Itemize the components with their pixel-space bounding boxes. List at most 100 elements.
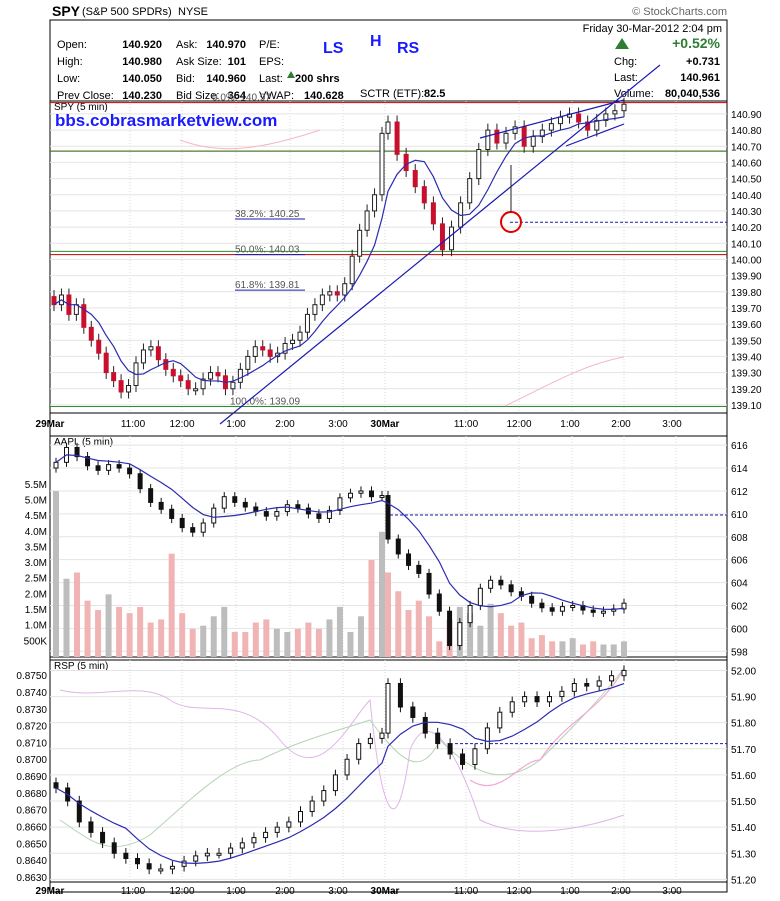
volume-bar bbox=[508, 625, 515, 657]
candle bbox=[379, 495, 385, 499]
x-tick-label: 30Mar bbox=[371, 419, 400, 430]
candle bbox=[609, 675, 615, 682]
quote-value: 140.970 bbox=[206, 39, 246, 51]
candle bbox=[603, 113, 609, 121]
candle bbox=[181, 860, 187, 867]
quote-label: P/E: bbox=[259, 39, 280, 51]
volume-bar bbox=[436, 641, 443, 657]
candle bbox=[312, 304, 318, 315]
candle bbox=[485, 129, 491, 150]
candle bbox=[53, 461, 59, 469]
candle bbox=[170, 368, 176, 377]
y-tick-label: 140.40 bbox=[731, 191, 762, 202]
quote-label: Low: bbox=[57, 73, 80, 85]
candle bbox=[364, 210, 370, 231]
candle bbox=[95, 465, 101, 471]
quote-label: Ask Size: bbox=[176, 56, 222, 68]
candle bbox=[126, 385, 132, 393]
volume-bar bbox=[95, 610, 102, 657]
candle bbox=[53, 782, 59, 789]
fib-label: 100.0%: 139.09 bbox=[230, 397, 300, 408]
candle bbox=[284, 504, 290, 513]
candle bbox=[252, 346, 258, 357]
candle bbox=[200, 378, 206, 390]
sctr-value: 82.5 bbox=[424, 88, 445, 100]
volume-bar bbox=[379, 531, 385, 657]
candle bbox=[397, 683, 403, 708]
sctr-label: SCTR (ETF): bbox=[360, 88, 424, 100]
candle bbox=[263, 511, 269, 517]
candle bbox=[488, 579, 494, 589]
x-tick-label: 3:00 bbox=[662, 886, 682, 897]
y-tick-label: 606 bbox=[731, 556, 748, 567]
quote-label: Last: bbox=[614, 72, 638, 84]
candle bbox=[146, 863, 152, 870]
volume-bar bbox=[336, 606, 343, 657]
panel-frame bbox=[49, 100, 728, 414]
quote-value: 80,040,536 bbox=[665, 88, 720, 100]
candle bbox=[372, 194, 378, 212]
left-y-tick-label: 0.8680 bbox=[16, 789, 47, 800]
x-tick-label: 1:00 bbox=[560, 886, 580, 897]
candle bbox=[267, 349, 273, 357]
panel-title: SPY (5 min) bbox=[54, 102, 108, 113]
volume-bar bbox=[221, 606, 228, 657]
y-tick-label: 139.60 bbox=[731, 320, 762, 331]
volume-bar bbox=[315, 628, 322, 657]
quote-value: 140.961 bbox=[680, 72, 720, 84]
candle bbox=[449, 226, 455, 251]
volume-bar bbox=[189, 628, 196, 657]
candle bbox=[135, 857, 140, 865]
candle bbox=[81, 304, 87, 328]
trend-line bbox=[219, 64, 661, 425]
volume-tick-label: 5.5M bbox=[25, 480, 47, 491]
volume-bar bbox=[200, 625, 207, 657]
overlay-line bbox=[179, 129, 321, 150]
candle bbox=[521, 126, 527, 147]
volume-bar bbox=[147, 622, 154, 657]
moving-average-line bbox=[53, 116, 625, 383]
candle bbox=[494, 129, 500, 144]
quote-value: 140.230 bbox=[122, 90, 162, 102]
volume-tick-label: 500K bbox=[24, 636, 48, 647]
candle bbox=[304, 313, 310, 333]
x-tick-label: 11:00 bbox=[454, 419, 479, 430]
y-tick-label: 140.30 bbox=[731, 207, 762, 218]
y-tick-label: 139.70 bbox=[731, 304, 762, 315]
candle bbox=[395, 538, 401, 555]
right-quote: Chg: +0.731 Last: 140.961 Volume: 80,040,536 bbox=[614, 56, 720, 100]
quote-label: High: bbox=[57, 56, 83, 68]
candle bbox=[298, 810, 303, 823]
candle bbox=[228, 847, 234, 854]
y-tick-label: 140.70 bbox=[731, 142, 762, 153]
candle bbox=[200, 522, 206, 533]
candle bbox=[594, 119, 600, 131]
panel-title: RSP (5 min) bbox=[54, 661, 108, 672]
candle bbox=[529, 595, 535, 604]
y-tick-label: 139.30 bbox=[731, 369, 762, 380]
candle bbox=[347, 492, 353, 499]
candle bbox=[385, 121, 391, 134]
y-tick-label: 51.20 bbox=[731, 875, 756, 886]
volume-bar bbox=[294, 628, 301, 657]
candle bbox=[230, 381, 236, 390]
candle bbox=[430, 202, 436, 225]
candle bbox=[621, 602, 627, 610]
y-tick-label: 51.30 bbox=[731, 849, 756, 860]
up-triangle-icon bbox=[615, 38, 629, 49]
volume-bar bbox=[210, 616, 217, 657]
candle bbox=[96, 339, 102, 354]
volume-bar bbox=[497, 613, 504, 657]
candle bbox=[477, 587, 483, 606]
y-tick-label: 139.10 bbox=[731, 401, 762, 412]
candle bbox=[621, 669, 627, 677]
left-y-tick-label: 0.8640 bbox=[16, 856, 47, 867]
left-y-tick-label: 0.8700 bbox=[16, 755, 47, 766]
candle bbox=[349, 255, 355, 285]
y-tick-label: 51.80 bbox=[731, 719, 756, 730]
left-y-tick-label: 0.8670 bbox=[16, 806, 47, 817]
candle bbox=[193, 388, 199, 392]
candle bbox=[467, 604, 473, 624]
candle bbox=[239, 842, 245, 849]
candle bbox=[237, 368, 243, 383]
